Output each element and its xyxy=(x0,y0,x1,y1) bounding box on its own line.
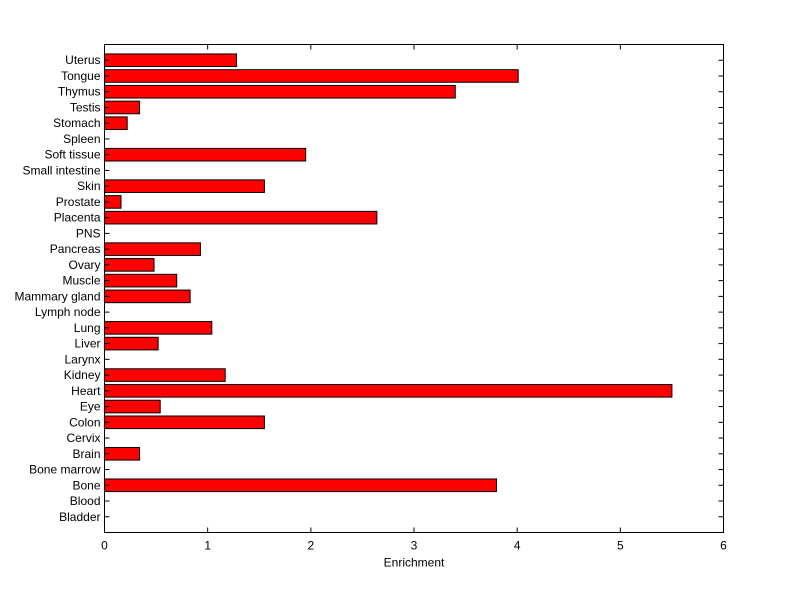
y-tick-label-placenta: Placenta xyxy=(54,211,101,225)
y-tick-label-lung: Lung xyxy=(74,321,101,335)
bar-testis xyxy=(104,100,141,115)
bar-muscle xyxy=(104,273,178,288)
y-tick-label-lymph-node: Lymph node xyxy=(35,305,101,319)
y-tick-label-uterus: Uterus xyxy=(65,53,100,67)
y-tick-label-pancreas: Pancreas xyxy=(50,242,101,256)
y-tick-label-colon: Colon xyxy=(69,415,100,429)
y-tick-label-testis: Testis xyxy=(70,100,101,114)
bar-thymus xyxy=(104,84,456,99)
x-tick-label-0: 0 xyxy=(101,539,108,553)
bar-liver xyxy=(104,336,159,351)
y-tick-label-ovary: Ovary xyxy=(68,258,100,272)
x-tick-label-3: 3 xyxy=(411,539,418,553)
bar-brain xyxy=(104,446,141,461)
y-tick-label-eye: Eye xyxy=(80,400,101,414)
x-tick-label-5: 5 xyxy=(617,539,624,553)
bar-soft-tissue xyxy=(104,147,307,162)
y-tick-label-small-intestine: Small intestine xyxy=(22,163,100,177)
x-axis-label: Enrichment xyxy=(384,556,445,570)
bar-tongue xyxy=(104,69,519,83)
y-tick-label-prostate: Prostate xyxy=(56,195,101,209)
y-tick-label-muscle: Muscle xyxy=(62,274,100,288)
y-tick-label-mammary-gland: Mammary gland xyxy=(14,289,100,303)
y-tick-label-stomach: Stomach xyxy=(53,116,100,130)
x-tick-label-2: 2 xyxy=(307,539,314,553)
y-tick-label-cervix: Cervix xyxy=(66,431,100,445)
y-tick-label-liver: Liver xyxy=(74,337,100,351)
y-tick-label-soft-tissue: Soft tissue xyxy=(44,148,100,162)
x-tick-label-6: 6 xyxy=(720,539,727,553)
y-tick-label-thymus: Thymus xyxy=(58,85,101,99)
plot-area-frame xyxy=(104,44,724,533)
bar-pancreas xyxy=(104,242,201,256)
y-tick-label-bone: Bone xyxy=(72,478,100,492)
y-tick-label-spleen: Spleen xyxy=(63,132,100,146)
y-tick-label-larynx: Larynx xyxy=(64,352,100,366)
bar-colon xyxy=(104,415,265,430)
y-tick-label-tongue: Tongue xyxy=(61,69,101,83)
bar-kidney xyxy=(104,368,226,382)
bar-heart xyxy=(104,384,673,398)
y-tick-label-kidney: Kidney xyxy=(64,368,101,382)
bar-skin xyxy=(104,179,265,193)
bar-uterus xyxy=(104,53,238,68)
x-axis-ticks: 0 1 2 3 4 5 6 xyxy=(101,44,727,553)
y-tick-label-skin: Skin xyxy=(77,179,100,193)
y-tick-label-pns: PNS xyxy=(76,226,101,240)
bar-ovary xyxy=(104,258,155,272)
bar-lung xyxy=(104,321,213,335)
y-tick-label-brain: Brain xyxy=(72,447,100,461)
y-tick-label-heart: Heart xyxy=(71,384,101,398)
y-tick-label-bone-marrow: Bone marrow xyxy=(29,463,101,477)
bar-eye xyxy=(104,399,161,414)
y-tick-label-blood: Blood xyxy=(70,494,101,508)
x-tick-label-1: 1 xyxy=(204,539,211,553)
bar-bone xyxy=(104,478,498,493)
bar-placenta xyxy=(104,210,378,225)
bars-group xyxy=(104,53,673,493)
x-tick-label-4: 4 xyxy=(514,539,521,553)
y-tick-label-bladder: Bladder xyxy=(59,510,100,524)
bar-mammary-gland xyxy=(104,289,191,304)
